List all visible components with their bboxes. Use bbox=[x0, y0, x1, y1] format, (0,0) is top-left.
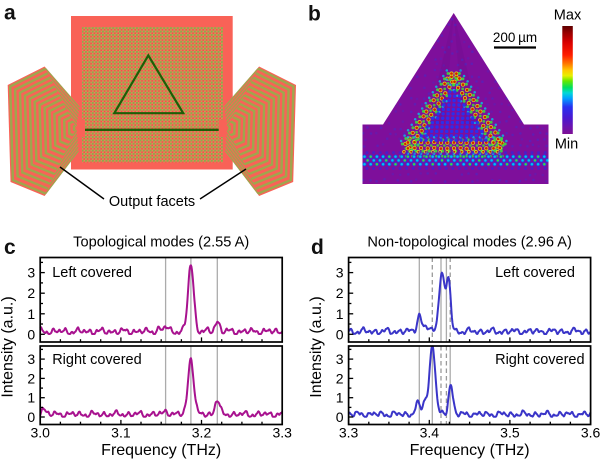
svg-text:3.4: 3.4 bbox=[420, 425, 440, 441]
svg-text:1: 1 bbox=[27, 390, 35, 406]
svg-text:Left covered: Left covered bbox=[495, 265, 575, 281]
svg-text:3: 3 bbox=[336, 265, 344, 281]
svg-text:c: c bbox=[4, 236, 16, 259]
svg-text:Right covered: Right covered bbox=[495, 352, 584, 368]
svg-text:3.2: 3.2 bbox=[192, 425, 212, 441]
svg-text:b: b bbox=[308, 3, 321, 26]
svg-text:Right covered: Right covered bbox=[52, 352, 141, 368]
svg-text:2: 2 bbox=[27, 370, 35, 386]
svg-text:0: 0 bbox=[27, 326, 35, 342]
svg-text:3.5: 3.5 bbox=[500, 425, 520, 441]
svg-text:Frequency (THz): Frequency (THz) bbox=[101, 442, 221, 459]
svg-text:0: 0 bbox=[336, 326, 344, 342]
svg-text:3: 3 bbox=[27, 265, 35, 281]
svg-text:3.1: 3.1 bbox=[111, 425, 131, 441]
svg-text:Min: Min bbox=[555, 137, 578, 153]
svg-text:3.3: 3.3 bbox=[339, 425, 359, 441]
svg-text:1: 1 bbox=[336, 390, 344, 406]
svg-text:2: 2 bbox=[27, 285, 35, 301]
svg-text:Topological modes (2.55 A): Topological modes (2.55 A) bbox=[73, 234, 249, 250]
svg-text:2: 2 bbox=[336, 370, 344, 386]
svg-text:Output facets: Output facets bbox=[109, 194, 195, 210]
svg-text:Max: Max bbox=[554, 8, 582, 24]
svg-text:a: a bbox=[4, 2, 16, 25]
svg-text:d: d bbox=[311, 236, 324, 259]
svg-text:3.6: 3.6 bbox=[581, 425, 600, 441]
svg-text:3: 3 bbox=[27, 351, 35, 367]
svg-text:Non-topological modes (2.96 A): Non-topological modes (2.96 A) bbox=[367, 234, 571, 250]
svg-text:Frequency (THz): Frequency (THz) bbox=[410, 442, 530, 459]
svg-text:0: 0 bbox=[27, 409, 35, 425]
svg-text:Left covered: Left covered bbox=[52, 265, 132, 281]
svg-text:3: 3 bbox=[336, 351, 344, 367]
svg-text:1: 1 bbox=[27, 306, 35, 322]
svg-text:0: 0 bbox=[336, 409, 344, 425]
svg-text:3.0: 3.0 bbox=[30, 425, 50, 441]
svg-text:200 µm: 200 µm bbox=[493, 30, 537, 45]
svg-text:Intensity (a.u.): Intensity (a.u.) bbox=[308, 296, 325, 397]
svg-text:1: 1 bbox=[336, 306, 344, 322]
svg-text:Intensity (a.u.): Intensity (a.u.) bbox=[0, 296, 17, 397]
svg-text:3.3: 3.3 bbox=[272, 425, 292, 441]
svg-text:2: 2 bbox=[336, 285, 344, 301]
